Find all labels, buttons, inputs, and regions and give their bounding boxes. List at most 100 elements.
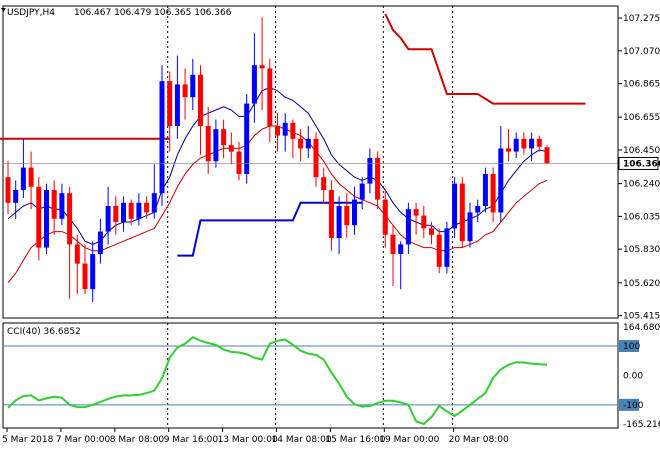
candle — [228, 132, 234, 165]
candle-body — [452, 183, 458, 229]
candle-body — [28, 167, 34, 187]
candle-body — [174, 84, 180, 126]
candle — [413, 202, 419, 235]
candle-body — [344, 206, 350, 226]
candle — [359, 177, 365, 210]
candle-body — [398, 244, 404, 254]
ma-fast-line — [7, 87, 548, 245]
candle-body — [544, 147, 550, 164]
candle-body — [159, 81, 165, 194]
candle-body — [59, 193, 65, 219]
cci-panel — [2, 322, 619, 429]
candle-body — [429, 228, 434, 235]
candle-body — [205, 126, 211, 162]
price-tick-label: 106.450 — [623, 146, 660, 156]
candle — [44, 183, 49, 254]
candle — [144, 196, 150, 219]
candle-body — [352, 199, 357, 226]
candle — [236, 142, 242, 181]
candle-body — [390, 234, 396, 254]
candle — [321, 167, 327, 203]
candle-body — [367, 158, 373, 184]
candle-body — [405, 209, 411, 245]
candle-body — [529, 138, 535, 149]
main-frame — [2, 5, 619, 319]
cci-tick-label: 100 — [623, 342, 640, 352]
price-tick-label: 105.415 — [623, 312, 660, 322]
candle-body — [313, 138, 319, 178]
candle — [182, 68, 188, 120]
candle — [151, 164, 157, 219]
last-price-label: 106.366 — [623, 159, 660, 169]
candle — [13, 180, 19, 219]
candle-body — [444, 228, 450, 267]
candle-body — [121, 202, 126, 222]
candle-body — [298, 138, 304, 149]
time-tick-label: 19 Mar 00:00 — [379, 435, 439, 445]
candle — [467, 202, 473, 248]
candle — [405, 202, 411, 254]
ohlc-readout: 106.467 106.479 106.365 106.366 — [74, 8, 232, 18]
candle — [490, 167, 496, 222]
cci-level-tag — [619, 398, 639, 411]
candle — [36, 177, 42, 261]
candle — [128, 199, 134, 226]
candle — [251, 33, 257, 123]
candle — [90, 241, 96, 302]
candle — [313, 132, 319, 187]
candle — [5, 161, 11, 214]
main-price-panel — [0, 5, 619, 319]
candle — [436, 228, 442, 274]
price-tick-label: 107.070 — [623, 47, 660, 57]
candle-body — [359, 183, 365, 200]
candle — [513, 132, 519, 158]
candle — [167, 71, 173, 152]
candle — [344, 193, 350, 238]
candle — [290, 119, 296, 158]
time-tick-label: 13 Mar 00:00 — [218, 435, 278, 445]
time-tick-label: 8 Mar 08:00 — [110, 435, 165, 445]
candle — [20, 138, 26, 198]
cci-label: CCI(40) 36.6852 — [7, 327, 81, 337]
cci-frame — [2, 322, 619, 429]
candle-body — [436, 234, 442, 267]
candle-body — [144, 202, 150, 213]
candle — [213, 119, 219, 168]
candle — [459, 177, 465, 248]
candle — [536, 135, 542, 152]
candle — [444, 222, 450, 274]
level-line — [177, 201, 363, 257]
candle — [475, 199, 481, 222]
candle — [529, 132, 535, 162]
candle — [375, 151, 381, 210]
candle-body — [97, 231, 103, 254]
candle — [105, 186, 111, 245]
time-tick-label: 14 Mar 08:00 — [272, 435, 332, 445]
candle-body — [113, 206, 119, 222]
cci-line — [7, 336, 548, 426]
candle — [67, 186, 73, 299]
candle-body — [498, 148, 504, 213]
candle-body — [105, 206, 111, 232]
candle — [51, 180, 57, 235]
candle — [259, 17, 265, 110]
candle-body — [244, 103, 250, 174]
candle — [282, 113, 288, 152]
candle-body — [275, 126, 280, 136]
candle-body — [267, 68, 273, 126]
candle-body — [44, 190, 49, 248]
candle-body — [167, 81, 173, 126]
candle — [174, 55, 180, 139]
candle — [221, 119, 227, 158]
candle-body — [82, 263, 88, 290]
candle — [421, 206, 427, 238]
candle — [452, 177, 458, 238]
candle-body — [128, 202, 134, 219]
candle — [82, 244, 88, 294]
candle — [544, 145, 550, 164]
candle-body — [251, 65, 257, 104]
candle-body — [382, 199, 388, 235]
candle-body — [282, 122, 288, 136]
price-tick-label: 107.275 — [623, 14, 660, 24]
